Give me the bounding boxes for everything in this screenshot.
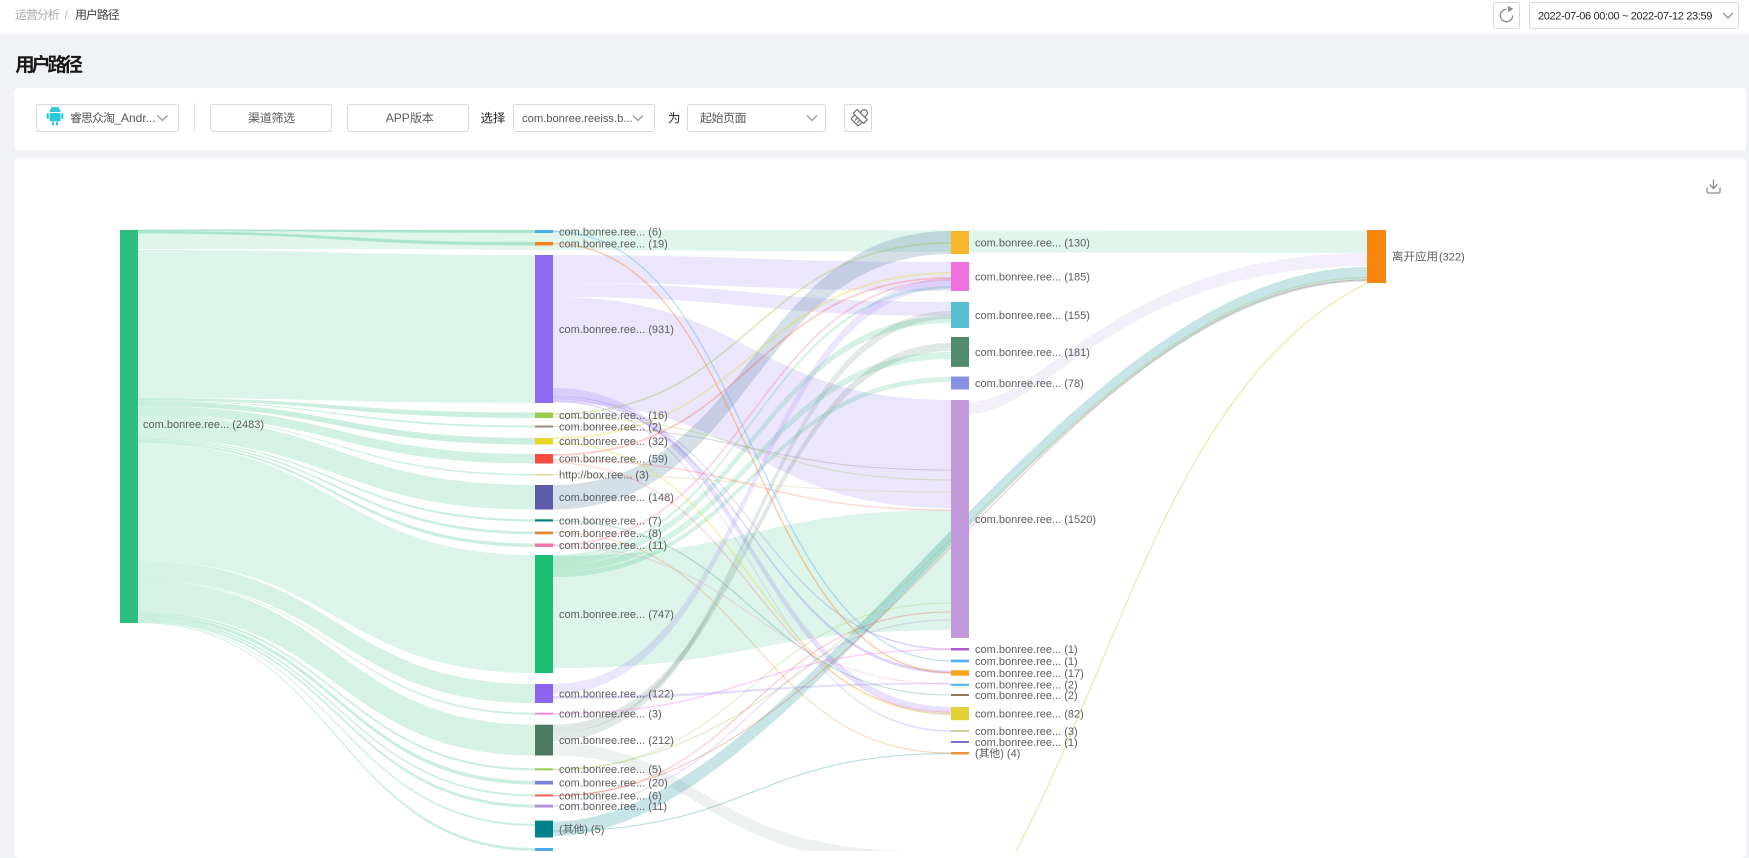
svg-text:(: ( [559,824,563,836]
svg-text:com.bonree.ree... (32): com.bonree.ree... (32) [559,436,668,448]
svg-text:com.bonree.ree... (5): com.bonree.ree... (5) [559,764,662,776]
svg-text:com.bonree.ree... (11): com.bonree.ree... (11) [559,801,667,813]
svg-text:com.bonree.ree... (181): com.bonree.ree... (181) [975,347,1090,359]
svg-text:) (4): ) (4) [1000,748,1020,760]
svg-text:com.bonree.ree... (7): com.bonree.ree... (7) [559,515,662,527]
svg-text:com.bonree.ree... (122): com.bonree.ree... (122) [559,688,674,700]
svg-text:com.bonree.ree... (2): com.bonree.ree... (2) [975,680,1078,692]
svg-text:APP: APP [386,111,410,125]
svg-text:com.bonree.ree... (2): com.bonree.ree... (2) [559,421,662,433]
svg-text:com.bonree.ree... (59): com.bonree.ree... (59) [559,454,668,466]
svg-text:com.bonree.ree... (747): com.bonree.ree... (747) [559,609,674,621]
svg-text:) (5): ) (5) [584,824,604,836]
svg-text:com.bonree.ree... (1): com.bonree.ree... (1) [975,737,1078,749]
svg-text:/: / [65,8,69,22]
svg-text:com.bonree.ree... (82): com.bonree.ree... (82) [975,709,1084,721]
svg-text:(322): (322) [1439,252,1465,264]
svg-text:2022-07-06 00:00 ~ 2022-07-12: 2022-07-06 00:00 ~ 2022-07-12 23:59 [1538,10,1712,22]
svg-text:com.bonree.ree... (6): com.bonree.ree... (6) [559,790,662,802]
svg-text:com.bonree.ree... (130): com.bonree.ree... (130) [975,237,1090,249]
svg-text:com.bonree.ree... (6): com.bonree.ree... (6) [559,226,662,238]
svg-text:com.bonree.ree... (3): com.bonree.ree... (3) [975,726,1078,738]
svg-text:com.bonree.ree... (185): com.bonree.ree... (185) [975,271,1090,283]
svg-text:com.bonree.ree... (11): com.bonree.ree... (11) [559,540,667,552]
svg-text:com.bonree.ree... (2): com.bonree.ree... (2) [975,690,1078,702]
svg-text:com.bonree.ree... (931): com.bonree.ree... (931) [559,324,674,336]
svg-text:com.bonree.ree... (212): com.bonree.ree... (212) [559,735,674,747]
svg-text:com.bonree.ree... (16): com.bonree.ree... (16) [559,410,668,422]
svg-text:com.bonree.ree... (1): com.bonree.ree... (1) [975,644,1078,656]
svg-text:com.bonree.ree... (1520): com.bonree.ree... (1520) [975,514,1096,526]
svg-text:(: ( [975,748,979,760]
svg-text:com.bonree.ree... (148): com.bonree.ree... (148) [559,492,674,504]
svg-text:com.bonree.ree... (20): com.bonree.ree... (20) [559,778,668,790]
svg-text:com.bonree.ree... (1): com.bonree.ree... (1) [975,656,1078,668]
svg-text:com.bonree.ree... (2483): com.bonree.ree... (2483) [143,419,264,431]
svg-text:com.bonree.ree... (19): com.bonree.ree... (19) [559,239,668,251]
svg-text:com.bonree.ree... (78): com.bonree.ree... (78) [975,378,1084,390]
svg-text:com.bonree.ree... (17): com.bonree.ree... (17) [975,668,1084,680]
svg-text:com.bonree.reeiss.b...: com.bonree.reeiss.b... [522,113,633,125]
svg-text:com.bonree.ree... (155): com.bonree.ree... (155) [975,310,1090,322]
svg-text:_Andr...: _Andr... [113,111,155,125]
svg-text:com.bonree.ree... (3): com.bonree.ree... (3) [559,709,662,721]
svg-text:com.bonree.ree... (8): com.bonree.ree... (8) [559,528,662,540]
svg-text:http://box.ree... (3): http://box.ree... (3) [559,470,649,482]
